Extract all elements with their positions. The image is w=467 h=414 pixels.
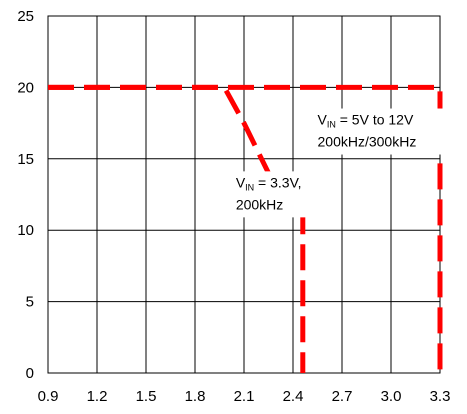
x-tick-label: 1.8 bbox=[185, 388, 206, 405]
x-tick-label: 2.7 bbox=[332, 388, 353, 405]
tick-layer: 0.9 1.2 1.5 1.8 2.1 2.4 2.7 3.0 3.3 0 5 10 15 20 25 bbox=[17, 8, 450, 405]
plot-frame bbox=[47, 15, 441, 374]
x-tick-label: 3.0 bbox=[381, 388, 402, 405]
annotation-background bbox=[231, 171, 318, 218]
x-tick-label: 3.3 bbox=[430, 388, 451, 405]
series-layer bbox=[48, 84, 443, 373]
annotation-layer: VIN = 3.3V, 200kHz VIN = 5V to 12V 200kHz/3… bbox=[231, 108, 446, 218]
annotation-label: VIN = 3.3V, bbox=[236, 174, 302, 192]
y-tick-label: 5 bbox=[26, 294, 34, 311]
y-tick-label: 0 bbox=[26, 365, 34, 382]
y-tick-label: 25 bbox=[17, 8, 34, 25]
x-tick-label: 1.5 bbox=[136, 388, 157, 405]
series-line-2 bbox=[48, 84, 443, 373]
y-tick-label: 20 bbox=[17, 79, 34, 96]
y-tick-label: 15 bbox=[17, 151, 34, 168]
x-tick-label: 2.1 bbox=[234, 388, 255, 405]
annotation-label-line2: 200kHz bbox=[236, 196, 283, 212]
x-tick-label: 1.2 bbox=[87, 388, 108, 405]
x-tick-label: 0.9 bbox=[38, 388, 59, 405]
annotation-label-line2: 200kHz/300kHz bbox=[318, 134, 417, 150]
y-tick-label: 10 bbox=[17, 222, 34, 239]
annotation-label: VIN = 5V to 12V bbox=[318, 112, 414, 130]
x-tick-label: 2.4 bbox=[283, 388, 304, 405]
annotation-background bbox=[313, 108, 446, 155]
